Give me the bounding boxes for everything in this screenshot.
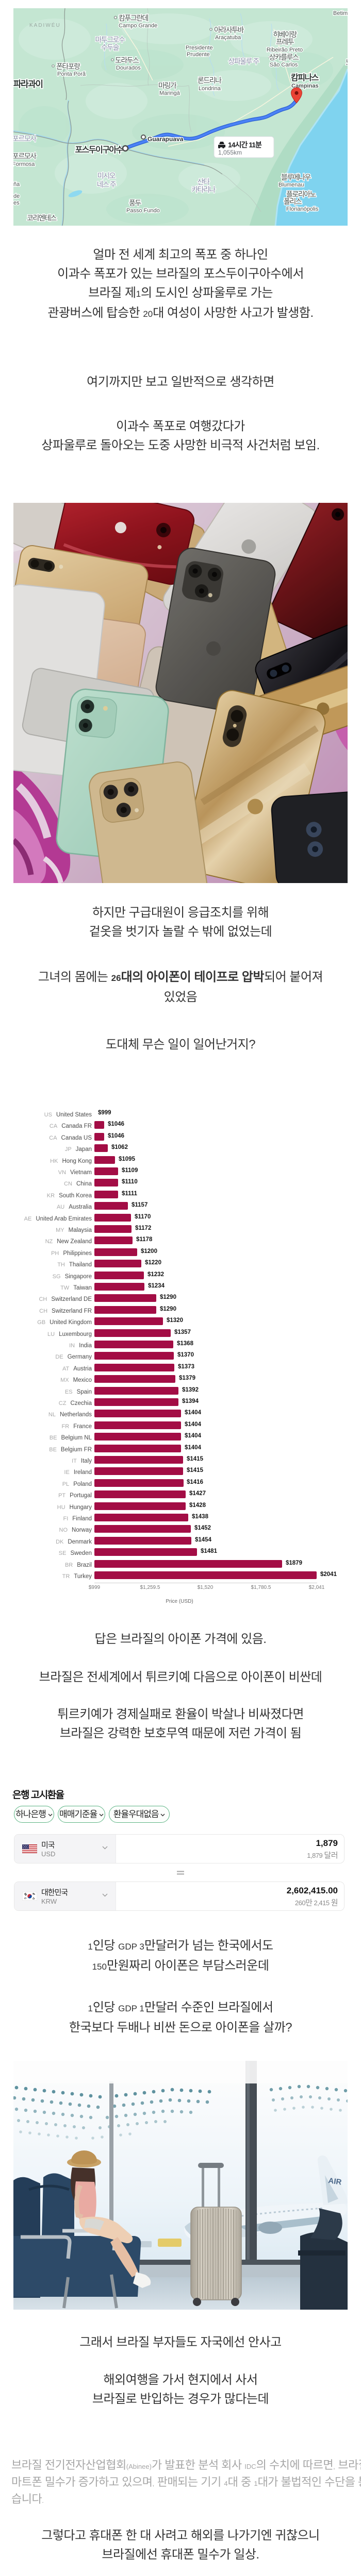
svg-text:1,055km: 1,055km: [218, 149, 242, 156]
svg-text:캄푸그란데: 캄푸그란데: [119, 14, 149, 22]
svg-text:산타: 산타: [198, 178, 210, 186]
svg-text:상파울루 주: 상파울루 주: [228, 57, 259, 65]
svg-text:São Carlos: São Carlos: [270, 62, 298, 68]
svg-text:14시간 11분: 14시간 11분: [228, 141, 262, 149]
svg-text:Ponta Porã: Ponta Porã: [57, 71, 86, 77]
svg-text:ña: ña: [13, 181, 20, 188]
svg-text:마링가: 마링가: [158, 81, 177, 90]
svg-text:파라과이: 파라과이: [13, 79, 43, 89]
svg-text:론드리나: 론드리나: [198, 76, 222, 84]
svg-text:미시오: 미시오: [97, 172, 116, 180]
svg-text:Londrina: Londrina: [199, 86, 221, 92]
svg-text:아라사투바: 아라사투바: [214, 26, 244, 34]
svg-text:마투그로수: 마투그로수: [95, 36, 126, 44]
svg-text:Blumenau: Blumenau: [278, 182, 304, 188]
svg-text:코리엔테스: 코리엔테스: [27, 214, 57, 222]
svg-text:Presidente: Presidente: [186, 45, 213, 51]
svg-text:de: de: [13, 193, 20, 199]
svg-text:블루메나우: 블루메나우: [281, 173, 311, 181]
svg-text:폰타포랑: 폰타포랑: [56, 62, 80, 71]
svg-text:카타리나: 카타리나: [191, 185, 216, 194]
svg-text:캄피나스: 캄피나스: [291, 73, 319, 82]
svg-text:Ribeirão Preto: Ribeirão Preto: [267, 47, 303, 53]
svg-text:KADIWÉU: KADIWÉU: [29, 22, 61, 28]
svg-text:AIR: AIR: [327, 2176, 342, 2187]
svg-text:Passo Fundo: Passo Fundo: [126, 208, 160, 214]
svg-text:포르모사: 포르모사: [13, 152, 37, 160]
svg-text:폴리스: 폴리스: [284, 197, 302, 206]
svg-text:Maringá: Maringá: [159, 90, 180, 96]
svg-text:포르모사: 포르모사: [13, 134, 37, 143]
svg-text:Formosa: Formosa: [13, 161, 35, 167]
svg-text:상카를루스: 상카를루스: [269, 53, 300, 61]
svg-text:Florianópolis: Florianópolis: [286, 206, 319, 212]
svg-text:Guarapuava: Guarapuava: [147, 135, 184, 143]
svg-text:Dourados: Dourados: [116, 65, 141, 71]
svg-text:Araçatuba: Araçatuba: [215, 35, 241, 41]
svg-text:es: es: [13, 200, 20, 206]
svg-text:네스 주: 네스 주: [97, 180, 117, 189]
svg-text:Campo Grande: Campo Grande: [119, 23, 157, 29]
svg-text:수두술: 수두술: [101, 43, 120, 52]
svg-text:포스두이구아수: 포스두이구아수: [75, 145, 123, 155]
svg-text:히베이랑: 히베이랑: [273, 30, 297, 39]
svg-text:도라두스: 도라두스: [115, 56, 139, 64]
svg-text:프레투: 프레투: [276, 38, 294, 46]
svg-text:Betim: Betim: [333, 10, 348, 16]
svg-text:풍두: 풍두: [129, 199, 141, 207]
svg-text:Prudente: Prudente: [187, 52, 210, 58]
svg-text:노레: 노레: [346, 58, 348, 66]
svg-text:플로리아노: 플로리아노: [286, 190, 317, 198]
